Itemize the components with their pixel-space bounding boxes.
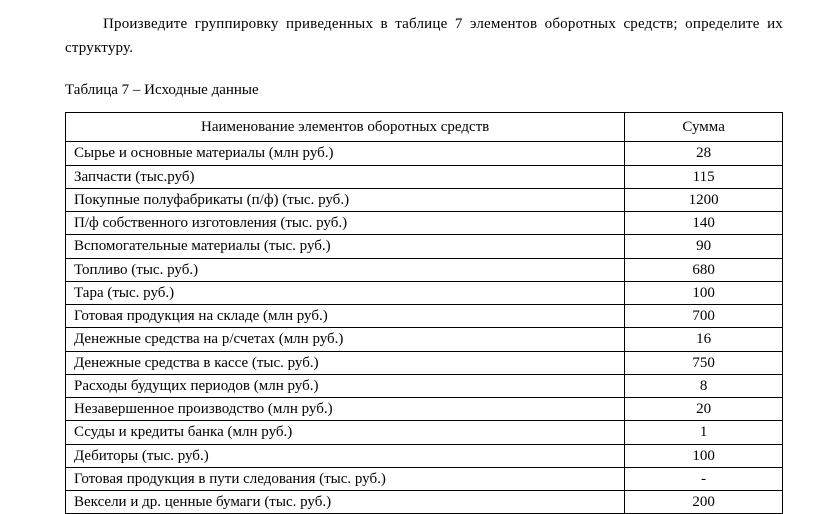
cell-name: Топливо (тыс. руб.) [66, 258, 625, 281]
cell-sum: - [625, 467, 783, 490]
table-row: Незавершенное производство (млн руб.)20 [66, 398, 783, 421]
cell-name: Сырье и основные материалы (млн руб.) [66, 142, 625, 165]
cell-sum: 100 [625, 444, 783, 467]
cell-name: Готовая продукция на складе (млн руб.) [66, 305, 625, 328]
table-caption: Таблица 7 – Исходные данные [65, 78, 783, 102]
table-row: Готовая продукция на складе (млн руб.)70… [66, 305, 783, 328]
cell-name: Готовая продукция в пути следования (тыс… [66, 467, 625, 490]
intro-paragraph: Произведите группировку приведенных в та… [65, 12, 783, 60]
cell-name: Запчасти (тыс.руб) [66, 165, 625, 188]
cell-sum: 140 [625, 212, 783, 235]
cell-name: Вспомогательные материалы (тыс. руб.) [66, 235, 625, 258]
cell-sum: 200 [625, 491, 783, 514]
cell-name: Дебиторы (тыс. руб.) [66, 444, 625, 467]
table-row: Денежные средства на р/счетах (млн руб.)… [66, 328, 783, 351]
cell-sum: 750 [625, 351, 783, 374]
cell-sum: 1200 [625, 188, 783, 211]
data-table: Наименование элементов оборотных средств… [65, 112, 783, 514]
table-header-name: Наименование элементов оборотных средств [66, 113, 625, 142]
table-row: Вексели и др. ценные бумаги (тыс. руб.)2… [66, 491, 783, 514]
table-row: Расходы будущих периодов (млн руб.)8 [66, 374, 783, 397]
table-header-sum: Сумма [625, 113, 783, 142]
cell-sum: 1 [625, 421, 783, 444]
table-row: Топливо (тыс. руб.)680 [66, 258, 783, 281]
cell-name: Денежные средства в кассе (тыс. руб.) [66, 351, 625, 374]
table-row: П/ф собственного изготовления (тыс. руб.… [66, 212, 783, 235]
table-row: Покупные полуфабрикаты (п/ф) (тыс. руб.)… [66, 188, 783, 211]
table-header-row: Наименование элементов оборотных средств… [66, 113, 783, 142]
table-row: Запчасти (тыс.руб)115 [66, 165, 783, 188]
cell-sum: 100 [625, 281, 783, 304]
cell-sum: 115 [625, 165, 783, 188]
table-row: Денежные средства в кассе (тыс. руб.)750 [66, 351, 783, 374]
cell-name: Покупные полуфабрикаты (п/ф) (тыс. руб.) [66, 188, 625, 211]
cell-sum: 16 [625, 328, 783, 351]
cell-sum: 680 [625, 258, 783, 281]
table-row: Готовая продукция в пути следования (тыс… [66, 467, 783, 490]
cell-name: Тара (тыс. руб.) [66, 281, 625, 304]
table-row: Ссуды и кредиты банка (млн руб.)1 [66, 421, 783, 444]
cell-name: Ссуды и кредиты банка (млн руб.) [66, 421, 625, 444]
cell-sum: 700 [625, 305, 783, 328]
cell-sum: 8 [625, 374, 783, 397]
table-row: Дебиторы (тыс. руб.)100 [66, 444, 783, 467]
cell-sum: 28 [625, 142, 783, 165]
table-body: Сырье и основные материалы (млн руб.)28 … [66, 142, 783, 514]
table-row: Тара (тыс. руб.)100 [66, 281, 783, 304]
cell-name: Денежные средства на р/счетах (млн руб.) [66, 328, 625, 351]
table-row: Сырье и основные материалы (млн руб.)28 [66, 142, 783, 165]
cell-name: Вексели и др. ценные бумаги (тыс. руб.) [66, 491, 625, 514]
cell-sum: 20 [625, 398, 783, 421]
cell-sum: 90 [625, 235, 783, 258]
table-row: Вспомогательные материалы (тыс. руб.)90 [66, 235, 783, 258]
cell-name: П/ф собственного изготовления (тыс. руб.… [66, 212, 625, 235]
cell-name: Расходы будущих периодов (млн руб.) [66, 374, 625, 397]
cell-name: Незавершенное производство (млн руб.) [66, 398, 625, 421]
